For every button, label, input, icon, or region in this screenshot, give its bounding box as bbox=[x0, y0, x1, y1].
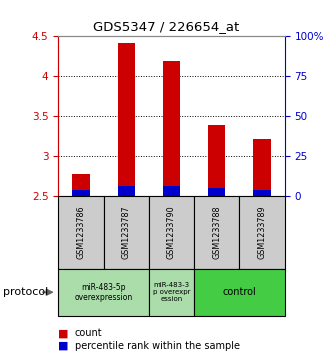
Bar bbox=[58, 269, 149, 316]
Bar bbox=[253, 189, 271, 196]
Bar bbox=[72, 174, 90, 196]
Text: GDS5347 / 226654_at: GDS5347 / 226654_at bbox=[93, 20, 240, 33]
Text: miR-483-3
p overexpr
ession: miR-483-3 p overexpr ession bbox=[153, 282, 190, 302]
Text: GSM1233789: GSM1233789 bbox=[257, 205, 267, 259]
Bar bbox=[239, 196, 285, 269]
Text: GSM1233786: GSM1233786 bbox=[76, 205, 86, 259]
Bar bbox=[163, 187, 180, 196]
Text: ■: ■ bbox=[58, 328, 69, 338]
Bar bbox=[104, 196, 149, 269]
Bar bbox=[58, 196, 104, 269]
Bar bbox=[208, 125, 225, 196]
Bar bbox=[149, 269, 194, 316]
Text: protocol: protocol bbox=[3, 287, 49, 297]
Text: control: control bbox=[222, 287, 256, 297]
Text: percentile rank within the sample: percentile rank within the sample bbox=[75, 340, 240, 351]
Text: GSM1233790: GSM1233790 bbox=[167, 205, 176, 259]
Bar bbox=[149, 196, 194, 269]
Text: GSM1233787: GSM1233787 bbox=[122, 205, 131, 259]
Bar bbox=[118, 187, 135, 196]
Text: ■: ■ bbox=[58, 340, 69, 351]
Bar bbox=[194, 196, 239, 269]
Bar bbox=[253, 139, 271, 196]
Bar bbox=[72, 189, 90, 196]
Bar bbox=[163, 61, 180, 196]
Text: GSM1233788: GSM1233788 bbox=[212, 205, 221, 259]
Bar bbox=[194, 269, 285, 316]
Bar bbox=[118, 43, 135, 196]
Text: count: count bbox=[75, 328, 103, 338]
Text: miR-483-5p
overexpression: miR-483-5p overexpression bbox=[75, 282, 133, 302]
Bar bbox=[208, 188, 225, 196]
